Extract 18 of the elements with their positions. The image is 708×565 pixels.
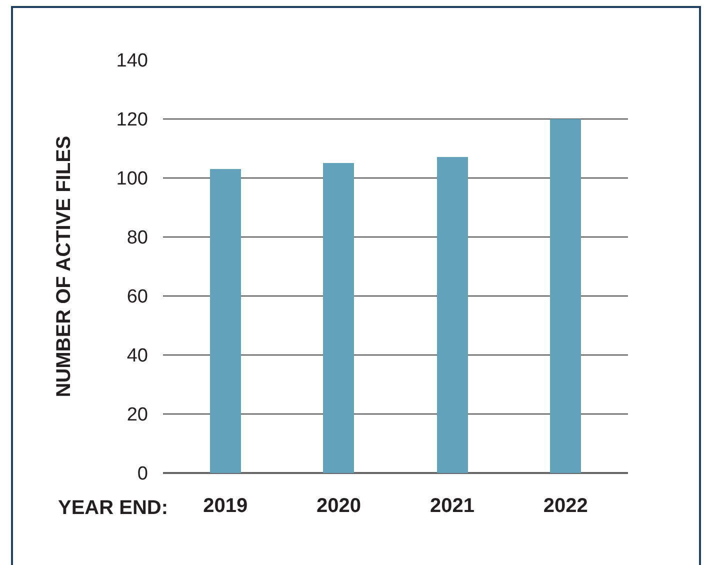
y-axis-title: NUMBER OF ACTIVE FILES: [52, 136, 75, 398]
y-tick-label: 140: [116, 50, 148, 72]
bar: [550, 119, 581, 473]
y-tick-label: 100: [116, 168, 148, 190]
bar: [210, 169, 241, 473]
y-tick-label: 60: [126, 286, 148, 308]
y-tick-label: 40: [126, 346, 148, 367]
y-tick-label: 0: [137, 464, 148, 485]
x-tick-label: 2020: [316, 495, 362, 517]
bar: [323, 163, 354, 473]
x-axis-title: YEAR END:: [58, 497, 168, 519]
x-tick-label: 2022: [543, 495, 588, 517]
y-tick-label: 120: [116, 110, 148, 131]
y-tick-label: 20: [126, 404, 148, 426]
bar: [437, 157, 468, 473]
x-tick-label: 2019: [203, 495, 248, 517]
x-tick-label: 2021: [430, 495, 474, 517]
y-tick-label: 80: [126, 228, 148, 249]
